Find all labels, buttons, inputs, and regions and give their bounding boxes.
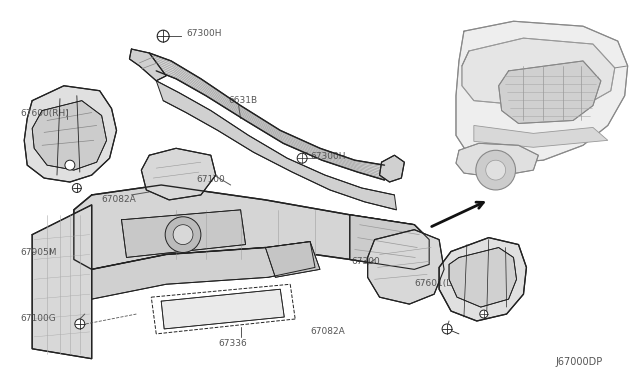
Polygon shape <box>32 101 107 170</box>
Polygon shape <box>367 230 444 304</box>
Polygon shape <box>266 241 320 277</box>
Polygon shape <box>462 38 615 106</box>
Circle shape <box>72 183 81 192</box>
Polygon shape <box>149 53 385 180</box>
Circle shape <box>75 319 84 329</box>
Polygon shape <box>24 86 116 182</box>
Polygon shape <box>456 21 628 163</box>
Polygon shape <box>499 61 601 124</box>
Text: 67082A: 67082A <box>310 327 345 336</box>
Polygon shape <box>156 81 396 210</box>
Text: 67601(LH): 67601(LH) <box>414 279 462 288</box>
Text: 67905M: 67905M <box>20 247 57 257</box>
Polygon shape <box>74 185 429 269</box>
Circle shape <box>480 310 488 318</box>
Polygon shape <box>439 238 527 321</box>
Text: 67336: 67336 <box>219 339 248 348</box>
Circle shape <box>442 324 452 334</box>
Text: 67300H: 67300H <box>186 29 221 38</box>
Circle shape <box>157 30 169 42</box>
Polygon shape <box>161 289 284 329</box>
Polygon shape <box>474 125 608 147</box>
Polygon shape <box>456 143 538 177</box>
Polygon shape <box>129 49 166 81</box>
Polygon shape <box>141 148 216 200</box>
Circle shape <box>297 153 307 163</box>
Circle shape <box>165 217 201 253</box>
Polygon shape <box>380 155 404 182</box>
Polygon shape <box>449 247 516 307</box>
Text: 67082A: 67082A <box>102 195 136 204</box>
Polygon shape <box>32 205 92 359</box>
Polygon shape <box>350 215 429 269</box>
Polygon shape <box>122 210 246 257</box>
Text: 67600(RH): 67600(RH) <box>20 109 69 118</box>
Text: J67000DP: J67000DP <box>556 357 602 367</box>
Circle shape <box>486 160 506 180</box>
Text: 67300: 67300 <box>352 257 381 266</box>
Circle shape <box>476 150 516 190</box>
Text: 67100: 67100 <box>196 175 225 184</box>
Polygon shape <box>92 241 315 299</box>
Text: 67300H: 67300H <box>310 152 346 161</box>
Text: 6631B: 6631B <box>228 96 258 105</box>
Circle shape <box>65 160 75 170</box>
Circle shape <box>173 225 193 244</box>
Text: 67100G: 67100G <box>20 314 56 323</box>
